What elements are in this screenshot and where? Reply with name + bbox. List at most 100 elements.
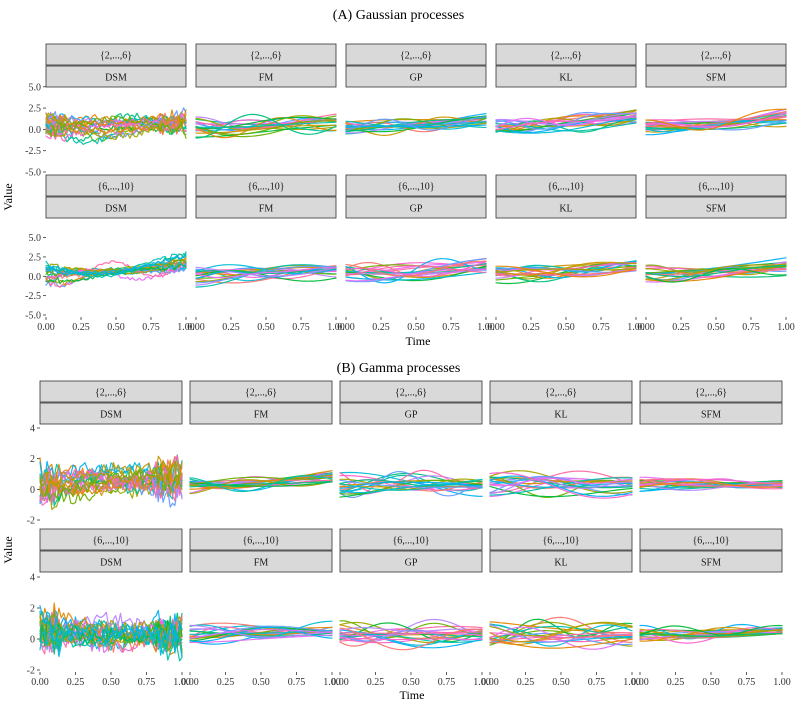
x-tick-label: 0.75 (288, 677, 306, 688)
strip-col-label: KL (554, 558, 567, 569)
section-b-title: (B) Gamma processes (337, 361, 461, 376)
strip-row-label: {2,...,6} (550, 51, 582, 62)
series-line (195, 270, 337, 282)
series-line (45, 111, 187, 132)
strip-rect (45, 43, 187, 66)
strip-row-label: {2,...,6} (245, 388, 277, 399)
panel-b-0-sfm: {2,...,6} SFM (639, 380, 783, 492)
strip-rect (639, 550, 783, 573)
panel-b-1-kl: {6,...,10} KL 0.00 0.25 0.50 0.75 1.00 (481, 528, 641, 688)
series-line (495, 115, 637, 134)
series-line (345, 263, 487, 274)
x-tick-label: 0.25 (517, 677, 535, 688)
strip-col-label: SFM (706, 204, 726, 215)
panel-b-0-dsm: {2,...,6} DSM (39, 380, 183, 511)
series-line (489, 472, 633, 499)
x-tick-label: 0.50 (252, 677, 270, 688)
series-line (489, 637, 633, 649)
strip-rect (345, 174, 487, 197)
y-tick-label: 2 (30, 454, 35, 465)
y-tick-label: 2.5 (29, 252, 42, 263)
panel-b-0-kl: {2,...,6} KL (489, 380, 633, 499)
x-tick-label: 0.25 (67, 677, 85, 688)
strip-col-label: GP (410, 204, 423, 215)
series-line (345, 116, 487, 131)
section-a-ylabel: Value (1, 183, 15, 210)
series-line (339, 622, 483, 643)
strip-rect (345, 43, 487, 66)
series-line (645, 265, 787, 282)
series-line (195, 124, 337, 138)
series-line (45, 117, 187, 137)
strip-rect (489, 402, 633, 425)
panel-a-1-dsm: {6,...,10} DSM 0.00 0.25 0.50 0.75 1.00 (37, 174, 195, 333)
series-line (489, 475, 633, 497)
series-line (489, 479, 633, 495)
strip-row-label: {2,...,6} (700, 51, 732, 62)
series-line (495, 112, 637, 126)
strip-rect (645, 65, 787, 88)
y-tick-label: 0 (30, 485, 35, 496)
x-tick-label: 1.00 (177, 322, 195, 333)
x-tick-label: 0.25 (222, 322, 240, 333)
strip-rect (339, 528, 483, 551)
section-a-xlabel: Time (406, 334, 431, 348)
series-line (345, 261, 487, 277)
series-line (195, 120, 337, 135)
strip-col-label: DSM (105, 204, 127, 215)
series-line (39, 609, 183, 644)
series-line (189, 629, 333, 639)
x-tick-label: 1.00 (323, 677, 341, 688)
x-tick-label: 0.00 (187, 322, 205, 333)
x-tick-label: 0.50 (707, 322, 725, 333)
y-tick-label: 2 (30, 604, 35, 615)
series-line (339, 479, 483, 488)
panel-b-1-sfm: {6,...,10} SFM 0.00 0.25 0.50 0.75 1.00 (631, 528, 791, 688)
x-tick-label: 0.00 (37, 322, 55, 333)
panel-a-1-gp: {6,...,10} GP 0.00 0.25 0.50 0.75 1.00 (337, 174, 495, 333)
series-line (195, 266, 337, 277)
series-line (45, 260, 187, 288)
series-line (489, 470, 633, 494)
panels-layer: -5.0 -2.5 0.0 2.5 5.0 {2,...,6} DSM {2,...,6} FM… (25, 43, 795, 688)
series-line (645, 108, 787, 131)
series-line (45, 115, 187, 138)
series-line (639, 478, 783, 487)
panel-a-0-kl: {2,...,6} KL (495, 43, 637, 134)
strip-col-label: DSM (105, 73, 127, 84)
strip-row-label: {6,...,10} (692, 536, 729, 547)
series-line (495, 117, 637, 133)
x-tick-label: 0.25 (217, 677, 235, 688)
strip-col-label: FM (254, 558, 269, 569)
series-line (195, 265, 337, 284)
panel-b-0-fm: {2,...,6} FM (189, 380, 333, 495)
strip-row-label: {6,...,10} (397, 182, 434, 193)
panel-b-1-dsm: {6,...,10} DSM 0.00 0.25 0.50 0.75 1.00 (31, 528, 191, 688)
strip-row-label: {2,...,6} (395, 388, 427, 399)
series-line (645, 121, 787, 133)
y-tick-label: 0.0 (29, 272, 42, 283)
series-line (189, 479, 333, 495)
series-line (339, 627, 483, 651)
x-tick-label: 0.25 (667, 677, 685, 688)
strip-rect (189, 528, 333, 551)
series-line (495, 261, 637, 276)
series-line (489, 618, 633, 644)
strip-rect (189, 550, 333, 573)
x-tick-label: 0.50 (557, 322, 575, 333)
strip-rect (39, 402, 183, 425)
y-tick-label: 4 (30, 424, 35, 435)
x-tick-label: 0.75 (742, 322, 760, 333)
strip-rect (45, 174, 187, 197)
series-line (495, 269, 637, 276)
strip-col-label: FM (254, 410, 269, 421)
series-line (489, 621, 633, 637)
series-line (189, 475, 333, 493)
strip-col-label: KL (559, 73, 572, 84)
series-line (339, 478, 483, 491)
strip-row-label: {6,...,10} (242, 536, 279, 547)
x-tick-label: 0.50 (102, 677, 120, 688)
strip-rect (639, 528, 783, 551)
series-line (489, 485, 633, 498)
strip-rect (645, 174, 787, 197)
